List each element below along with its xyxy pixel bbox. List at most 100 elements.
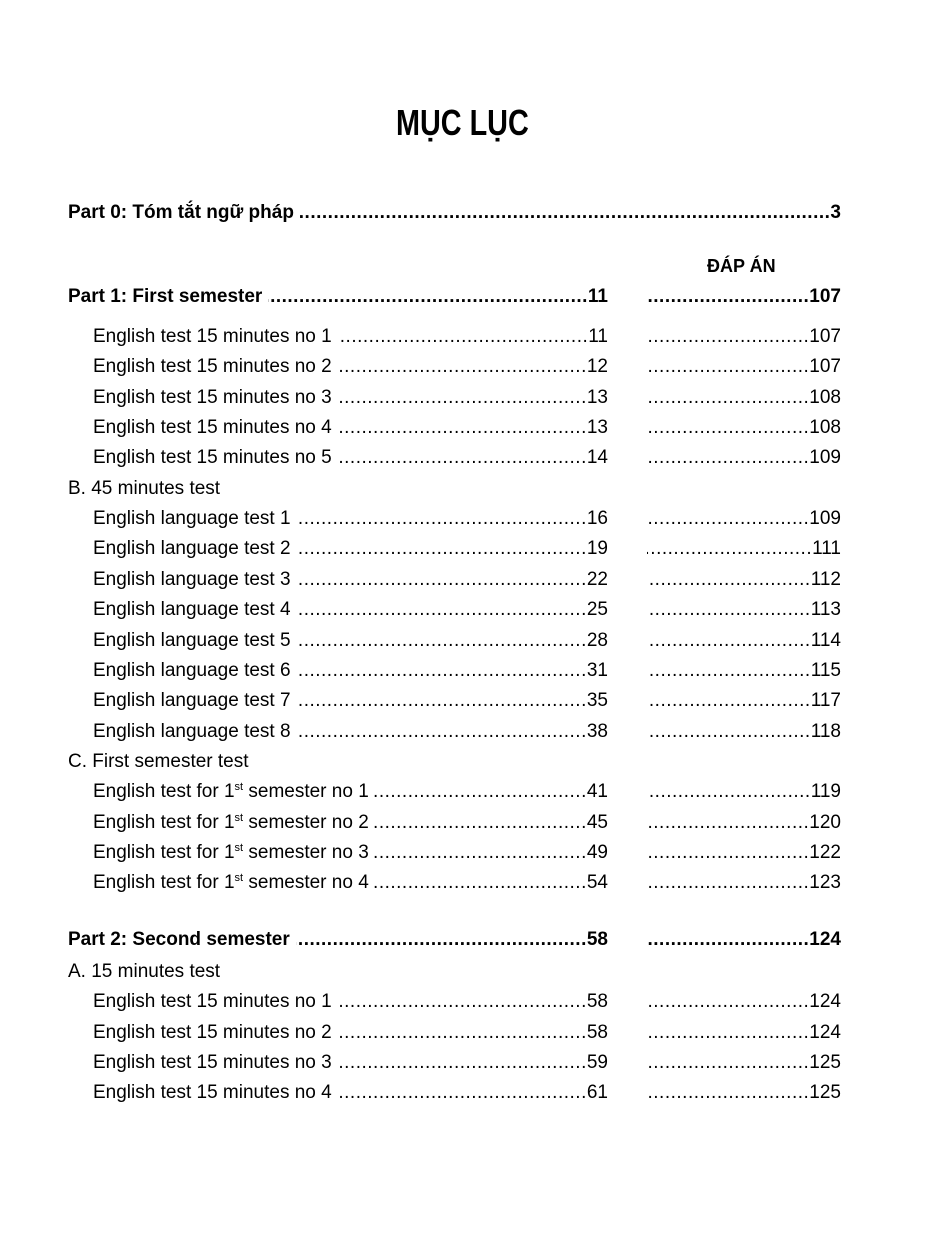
toc-entry-answer[interactable]: ........................................…	[647, 659, 841, 683]
toc-entry-main[interactable]: English test for 1st semester no 4......…	[93, 871, 608, 897]
toc-entry-main[interactable]: English test 15 minutes no 5............…	[93, 446, 608, 470]
toc-entry[interactable]: English language test 3.................…	[0, 568, 925, 592]
toc-entry[interactable]: English test for 1st semester no 4......…	[0, 871, 925, 895]
toc-entry[interactable]: English language test 6.................…	[0, 659, 925, 683]
entry-label: Part 1: First semester	[68, 286, 263, 307]
toc-entry-main[interactable]: English test for 1st semester no 1......…	[93, 780, 608, 806]
answer-page-number: 113	[810, 599, 841, 621]
toc-entry-answer[interactable]: ........................................…	[647, 689, 841, 713]
dot-leader: ........................................…	[297, 599, 587, 621]
toc-entry[interactable]: English test 15 minutes no 2............…	[0, 355, 925, 379]
dot-leader: ........................................…	[297, 690, 587, 712]
ordinal-suffix: st	[234, 872, 244, 885]
toc-entry[interactable]: English language test 4.................…	[0, 598, 925, 622]
toc-entry-main[interactable]: English test for 1st semester no 3......…	[93, 841, 608, 867]
toc-entry[interactable]: English test 15 minutes no 3............…	[0, 1051, 925, 1075]
dot-leader: ........................................…	[338, 1052, 587, 1074]
page-number: 28	[586, 629, 608, 651]
toc-entry-main[interactable]: English language test 4.................…	[93, 598, 608, 622]
toc-entry-answer[interactable]: ........................................…	[647, 598, 841, 622]
toc-entry-main[interactable]: Part 0: Tóm tắt ngữ pháp................…	[68, 201, 841, 225]
toc-entry-answer[interactable]: ........................................…	[647, 871, 841, 895]
answer-page-number: 125	[809, 1082, 841, 1104]
entry-title: English language test 6	[93, 659, 297, 683]
toc-entry-answer[interactable]: ........................................…	[647, 841, 841, 865]
toc-entry-answer[interactable]: ........................................…	[647, 780, 841, 804]
toc-entry-answer[interactable]: ........................................…	[647, 285, 841, 309]
toc-part-0[interactable]: Part 0: Tóm tắt ngữ pháp................…	[0, 201, 925, 225]
dot-leader: ........................................…	[338, 1082, 587, 1104]
toc-entry-answer[interactable]: ........................................…	[647, 355, 841, 379]
entry-label-rest: semester no 4	[243, 872, 369, 894]
toc-entry-main[interactable]: English test 15 minutes no 2............…	[93, 1021, 608, 1045]
toc-entry-main[interactable]: English test 15 minutes no 1............…	[93, 990, 608, 1014]
dot-leader: ........................................…	[647, 447, 810, 469]
toc-entry[interactable]: English test 15 minutes no 1............…	[0, 325, 925, 349]
toc-entry-main[interactable]: English language test 7.................…	[93, 689, 608, 713]
toc-part-2[interactable]: Part 2: Second semester.................…	[0, 928, 925, 952]
entry-label: English test 15 minutes no 2	[93, 356, 332, 378]
entry-label: English language test 5	[93, 629, 291, 651]
toc-entry-main[interactable]: English test 15 minutes no 4............…	[93, 1081, 608, 1105]
dot-leader: ........................................…	[338, 991, 587, 1013]
entry-title: Part 2: Second semester	[68, 928, 296, 952]
toc-entry-answer[interactable]: ........................................…	[647, 386, 841, 410]
toc-entry-answer[interactable]: ........................................…	[647, 1081, 841, 1105]
toc-entry-answer[interactable]: ........................................…	[647, 568, 841, 592]
toc-entry[interactable]: English language test 7.................…	[0, 689, 925, 713]
toc-entry-answer[interactable]: ........................................…	[647, 507, 841, 531]
toc-entry-answer[interactable]: ........................................…	[647, 1021, 841, 1045]
toc-entry[interactable]: English language test 2.................…	[0, 537, 925, 561]
answer-page-number: 122	[809, 841, 841, 863]
toc-entry[interactable]: English test 15 minutes no 3............…	[0, 386, 925, 410]
toc-entry-answer[interactable]: ........................................…	[647, 928, 841, 952]
toc-entry-main[interactable]: Part 1: First semester..................…	[68, 285, 608, 309]
entry-title: English language test 7	[93, 689, 297, 713]
toc-entry-main[interactable]: English test 15 minutes no 2............…	[93, 355, 608, 379]
answer-page-number: 107	[809, 326, 841, 347]
toc-entry-main[interactable]: English language test 2.................…	[93, 537, 608, 561]
toc-entry-main[interactable]: English language test 3.................…	[93, 568, 608, 592]
toc-entry-answer[interactable]: ........................................…	[647, 811, 841, 835]
answer-page-number: 124	[809, 929, 841, 950]
toc-entry[interactable]: English language test 8.................…	[0, 720, 925, 744]
entry-label: English test 15 minutes no 1	[93, 991, 332, 1013]
toc-entry-answer[interactable]: ........................................…	[647, 629, 841, 653]
toc-entry[interactable]: English test for 1st semester no 1......…	[0, 780, 925, 804]
toc-entry-answer[interactable]: ........................................…	[647, 416, 841, 440]
dot-leader: ........................................…	[297, 629, 587, 651]
entry-title: English language test 8	[93, 720, 297, 744]
toc-entry-answer[interactable]: ........................................…	[647, 720, 841, 744]
toc-entry-answer[interactable]: ........................................…	[647, 537, 841, 561]
toc-entry-main[interactable]: English language test 5.................…	[93, 629, 608, 653]
toc-entry[interactable]: English test 15 minutes no 4............…	[0, 416, 925, 440]
toc-entry-main[interactable]: Part 2: Second semester.................…	[68, 928, 608, 952]
toc-entry[interactable]: English test for 1st semester no 2......…	[0, 811, 925, 835]
toc-entry[interactable]: English test 15 minutes no 4............…	[0, 1081, 925, 1105]
toc-entry-main[interactable]: English language test 8.................…	[93, 720, 608, 744]
toc-entry[interactable]: English test 15 minutes no 1............…	[0, 990, 925, 1014]
toc-entry-main[interactable]: English test 15 minutes no 4............…	[93, 416, 608, 440]
toc-entry-answer[interactable]: ........................................…	[647, 1051, 841, 1075]
toc-part-1[interactable]: Part 1: First semester..................…	[0, 285, 925, 309]
toc-entry[interactable]: English language test 1.................…	[0, 507, 925, 531]
toc-entry[interactable]: English test 15 minutes no 5............…	[0, 446, 925, 470]
toc-entry-main[interactable]: English language test 6.................…	[93, 659, 608, 683]
dot-leader: ........................................…	[647, 991, 810, 1013]
toc-entry-main[interactable]: English test 15 minutes no 1............…	[93, 325, 608, 349]
toc-entry[interactable]: English test for 1st semester no 3......…	[0, 841, 925, 865]
toc-entry-main[interactable]: English language test 1.................…	[93, 507, 608, 531]
toc-entry-answer[interactable]: ........................................…	[647, 325, 841, 349]
toc-entry[interactable]: English language test 5.................…	[0, 629, 925, 653]
entry-label: English language test 8	[93, 720, 291, 742]
entry-label: English test 15 minutes no 3	[93, 386, 332, 408]
page-number: 11	[588, 326, 608, 347]
toc-entry-main[interactable]: English test 15 minutes no 3............…	[93, 1051, 608, 1075]
dot-leader: ........................................…	[647, 356, 810, 378]
dot-leader: ........................................…	[371, 781, 587, 803]
toc-entry-main[interactable]: English test 15 minutes no 3............…	[93, 386, 608, 410]
toc-entry-answer[interactable]: ........................................…	[647, 990, 841, 1014]
toc-entry[interactable]: English test 15 minutes no 2............…	[0, 1021, 925, 1045]
toc-entry-answer[interactable]: ........................................…	[647, 446, 841, 470]
toc-entry-main[interactable]: English test for 1st semester no 2......…	[93, 811, 608, 837]
